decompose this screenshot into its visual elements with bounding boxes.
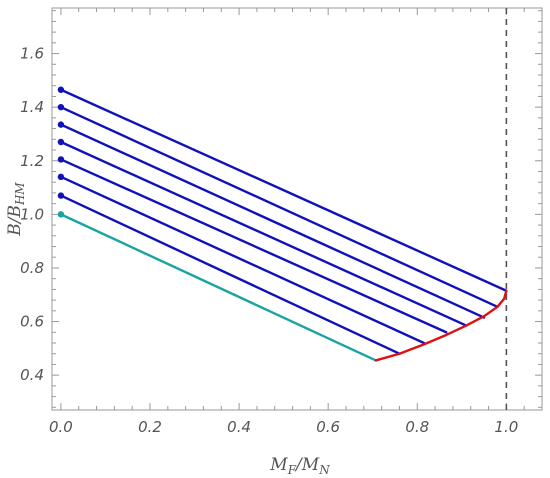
x-axis-label: MF/MN <box>269 455 330 477</box>
x-tick-label: 1.0 <box>494 418 518 436</box>
series-start-point <box>57 103 65 111</box>
series-line <box>374 289 508 362</box>
y-tick-label: 0.4 <box>20 366 44 384</box>
x-tick-label: 0.8 <box>405 418 429 436</box>
series-start-point <box>57 86 65 93</box>
series-start-point <box>57 173 65 181</box>
points-layer <box>57 86 65 218</box>
x-tick-label: 0.6 <box>316 418 340 436</box>
x-tick-label: 0.4 <box>227 418 251 436</box>
series-start-point <box>57 121 65 128</box>
ticks-layer: 0.0 0.2 0.4 0.6 0.8 1.0 0.4 0.6 0.8 1.0 1.2 1.4 1.6 <box>20 8 543 436</box>
series-start-point <box>57 192 65 199</box>
y-tick-label: 0.8 <box>20 259 44 277</box>
y-tick-label: 0.6 <box>20 313 44 331</box>
series-line <box>59 194 401 355</box>
y-tick-label: 1.0 <box>20 205 44 223</box>
series-line <box>59 105 499 309</box>
series-start-point <box>57 138 65 146</box>
series-layer <box>59 88 508 362</box>
series-start-point <box>57 211 65 218</box>
y-tick-label: 1.2 <box>20 152 44 170</box>
series-line <box>59 140 468 327</box>
plot-frame <box>51 7 543 411</box>
y-tick-label: 1.6 <box>20 45 44 63</box>
series-start-point <box>57 156 65 163</box>
series-line <box>59 213 378 362</box>
series-line <box>59 88 508 292</box>
x-tick-label: 0.2 <box>138 418 162 436</box>
y-tick-label: 1.4 <box>20 98 44 116</box>
series-line <box>59 175 426 345</box>
y-axis-label: B/BHM <box>5 182 27 237</box>
series-line <box>59 123 486 319</box>
x-tick-label: 0.0 <box>49 418 73 436</box>
series-line <box>59 158 448 334</box>
